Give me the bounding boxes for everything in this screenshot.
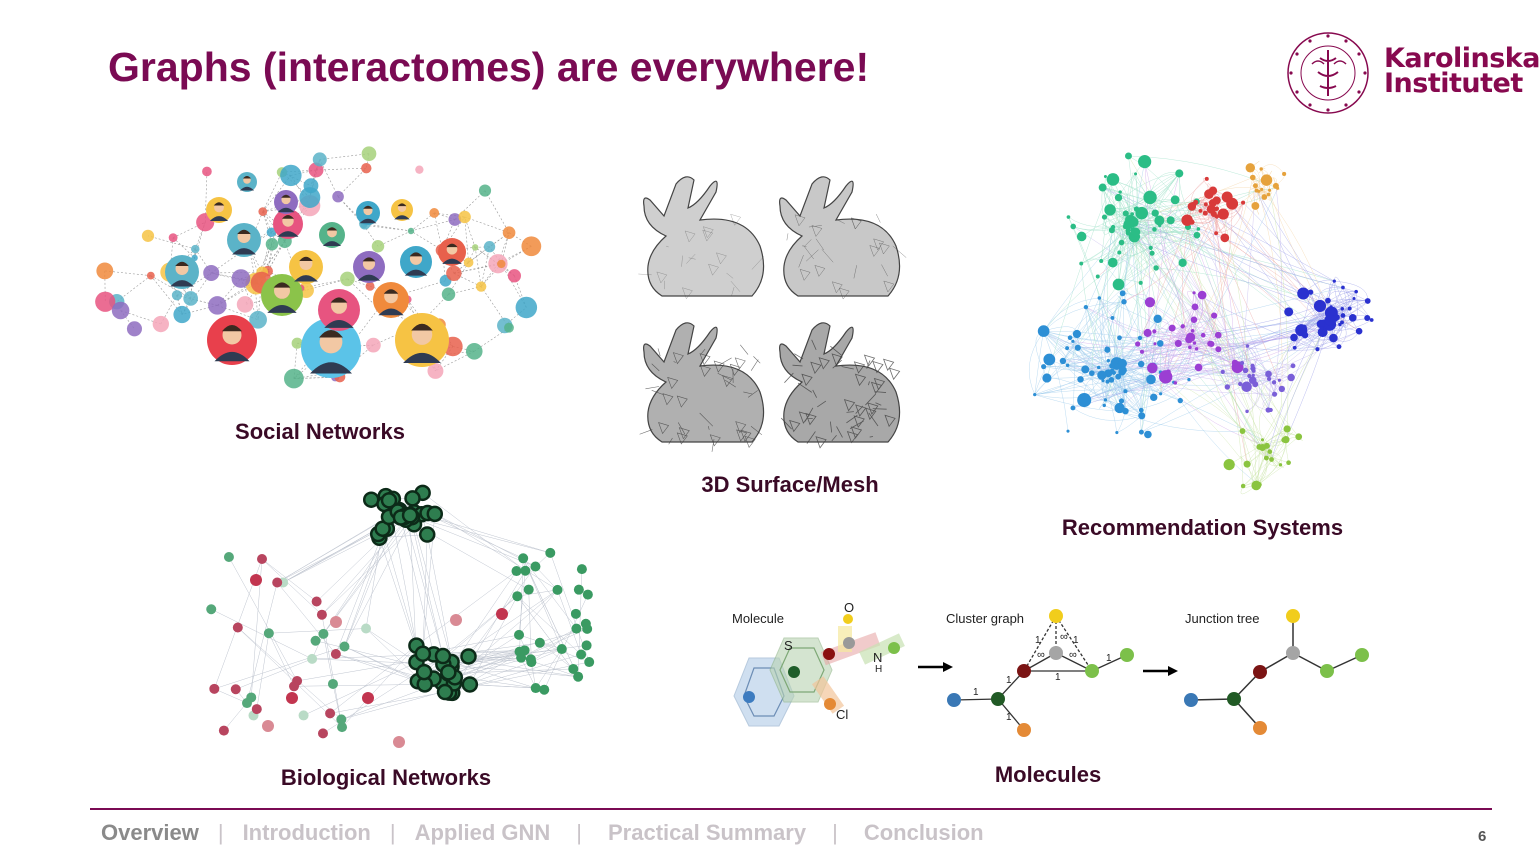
- edge-weight-7: 1: [1073, 635, 1079, 646]
- edge-weight-5: 1: [1106, 653, 1112, 664]
- junction-tree-label: Junction tree: [1185, 611, 1259, 626]
- nav-separator: |: [389, 820, 396, 845]
- nav-conclusion[interactable]: Conclusion: [863, 820, 984, 845]
- mesh-bunnies-image: [636, 166, 912, 456]
- logo-line-1: Karolinska: [1384, 43, 1540, 74]
- edge-inf-3: ∞: [1069, 649, 1077, 661]
- edge-inf-2: ∞: [1037, 649, 1045, 661]
- caption-recommendation-systems: Recommendation Systems: [1061, 515, 1344, 540]
- nav-introduction[interactable]: Introduction: [242, 820, 371, 845]
- molecule-graph-figure: Molecule Cluster graph Junction tree S C…: [710, 598, 1390, 748]
- cluster-graph-label: Cluster graph: [946, 611, 1024, 626]
- social-network-image: [84, 140, 554, 410]
- nav-overview[interactable]: Overview: [101, 820, 199, 845]
- karolinska-logo: Karolinska Institutet: [1282, 28, 1540, 118]
- nav-applied-gnn[interactable]: Applied GNN: [414, 820, 551, 845]
- edge-weight-2: 1: [1006, 675, 1012, 686]
- atom-s-label: S: [784, 638, 793, 653]
- nav-separator: |: [832, 820, 838, 845]
- page-number: 6: [1478, 828, 1487, 845]
- edge-inf-1: ∞: [1060, 631, 1068, 643]
- caption-molecules: Molecules: [994, 762, 1102, 787]
- seal-icon: [1287, 32, 1369, 114]
- biological-network-image: [186, 476, 596, 756]
- edge-weight-4: 1: [1055, 672, 1061, 683]
- caption-social-networks: Social Networks: [235, 419, 405, 444]
- slide-title: Graphs (interactomes) are everywhere!: [108, 44, 870, 90]
- caption-3d-mesh: 3D Surface/Mesh: [701, 472, 879, 497]
- atom-o-label: O: [844, 600, 854, 615]
- recommendation-network-image: [1015, 125, 1385, 495]
- nav-separator: |: [217, 820, 224, 845]
- section-nav: Overview | Introduction | Applied GNN | …: [101, 820, 984, 846]
- edge-weight-1: 1: [973, 687, 979, 698]
- logo-line-2: Institutet: [1384, 68, 1523, 99]
- atom-h-label: H: [875, 664, 882, 675]
- edge-weight-6: 1: [1035, 635, 1041, 646]
- nav-practical-summary[interactable]: Practical Summary: [607, 820, 807, 845]
- atom-cl-label: Cl: [836, 707, 848, 722]
- caption-biological-networks: Biological Networks: [280, 765, 492, 790]
- atom-n-label: N: [873, 650, 882, 665]
- nav-separator: |: [576, 820, 582, 845]
- footer-divider: [90, 808, 1492, 810]
- molecule-label: Molecule: [732, 611, 784, 626]
- edge-weight-3: 1: [1006, 712, 1012, 723]
